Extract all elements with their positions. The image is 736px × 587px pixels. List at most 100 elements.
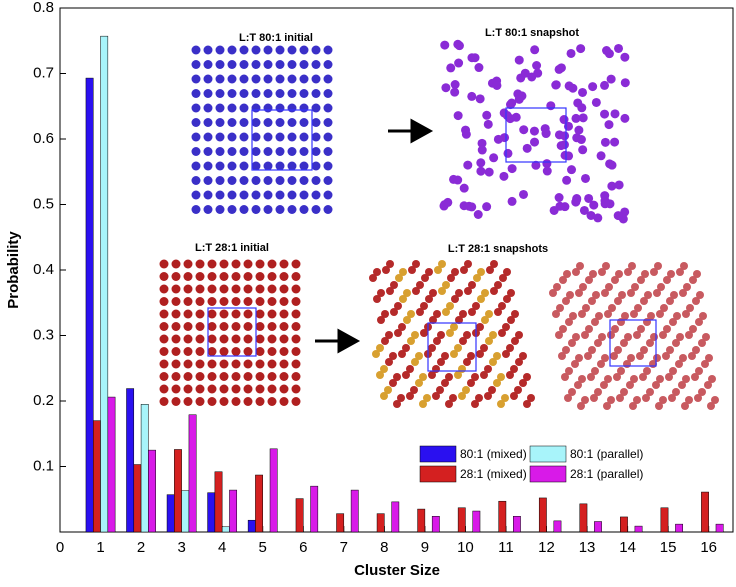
bar xyxy=(85,77,94,533)
molecule xyxy=(634,304,642,312)
molecule xyxy=(450,323,458,331)
molecule xyxy=(299,176,309,185)
molecule xyxy=(480,344,488,352)
molecule xyxy=(476,166,486,176)
x-tick-label: 16 xyxy=(700,539,717,556)
molecule xyxy=(560,150,570,160)
molecule xyxy=(311,147,321,156)
molecule xyxy=(672,339,680,347)
molecule xyxy=(373,295,381,303)
molecule xyxy=(385,358,393,366)
molecule xyxy=(243,397,253,406)
bar xyxy=(513,516,521,533)
molecule xyxy=(499,171,509,181)
molecule xyxy=(159,272,169,281)
molecule xyxy=(267,322,277,331)
molecule xyxy=(560,131,570,141)
molecule xyxy=(239,161,249,171)
molecule xyxy=(420,302,428,310)
bar xyxy=(350,489,359,533)
molecule xyxy=(425,268,433,276)
molecule xyxy=(275,147,285,156)
molecule xyxy=(203,118,213,127)
molecule xyxy=(604,375,612,383)
molecule xyxy=(630,310,638,318)
x-tick-label: 9 xyxy=(421,539,429,556)
molecule xyxy=(464,287,472,295)
molecule xyxy=(657,283,665,291)
molecule xyxy=(219,297,229,306)
molecule xyxy=(263,190,273,200)
molecule xyxy=(704,381,712,389)
molecule xyxy=(672,388,680,396)
molecule xyxy=(311,190,321,200)
molecule xyxy=(581,331,589,339)
molecule xyxy=(497,373,505,381)
arrow xyxy=(388,118,434,144)
molecule xyxy=(564,394,572,402)
molecule xyxy=(467,352,475,360)
molecule xyxy=(207,347,217,356)
molecule xyxy=(666,346,674,354)
bar xyxy=(107,396,116,533)
y-tick-label: 0.5 xyxy=(33,195,54,212)
molecule xyxy=(494,281,502,289)
molecule xyxy=(183,272,193,281)
y-axis-label: Probability xyxy=(5,231,22,309)
molecule xyxy=(561,373,569,381)
molecule xyxy=(481,289,489,297)
molecule xyxy=(610,137,620,147)
molecule xyxy=(231,284,241,294)
molecule xyxy=(171,372,181,381)
molecule xyxy=(275,74,285,84)
bar xyxy=(472,510,481,533)
molecule xyxy=(251,161,261,171)
molecule xyxy=(195,297,205,306)
molecule xyxy=(291,372,301,381)
bar xyxy=(634,525,643,533)
molecule xyxy=(572,195,582,205)
molecule xyxy=(679,354,687,362)
molecule xyxy=(438,287,446,295)
molecule xyxy=(605,159,615,169)
molecule xyxy=(471,373,479,381)
molecule xyxy=(437,358,445,366)
molecule xyxy=(459,201,469,211)
molecule xyxy=(263,205,273,214)
molecule xyxy=(311,60,321,69)
molecule xyxy=(239,118,249,127)
molecule xyxy=(251,74,261,84)
molecule xyxy=(577,103,587,113)
molecule xyxy=(549,205,559,215)
molecule xyxy=(398,350,406,358)
molecule xyxy=(183,284,193,294)
molecule xyxy=(530,137,540,147)
molecule xyxy=(484,392,492,400)
x-tick-label: 8 xyxy=(380,539,388,556)
molecule xyxy=(676,268,684,276)
y-tick-label: 0.2 xyxy=(33,392,54,409)
molecule xyxy=(605,283,613,291)
molecule xyxy=(231,359,241,369)
molecule xyxy=(287,45,297,55)
molecule xyxy=(402,344,410,352)
molecule xyxy=(287,103,297,113)
molecule xyxy=(402,371,410,379)
molecule xyxy=(675,360,683,368)
legend-swatch xyxy=(529,445,567,463)
molecule xyxy=(492,80,502,90)
molecule xyxy=(380,365,388,373)
molecule xyxy=(503,295,511,303)
molecule xyxy=(482,202,492,212)
molecule xyxy=(299,147,309,156)
molecule xyxy=(267,297,277,306)
molecule xyxy=(279,322,289,331)
molecule xyxy=(311,103,321,113)
molecule xyxy=(630,375,638,383)
molecule xyxy=(323,45,333,55)
molecule xyxy=(641,270,649,278)
molecule xyxy=(483,119,493,129)
molecule xyxy=(384,386,392,394)
molecule xyxy=(215,89,225,98)
molecule xyxy=(203,89,213,98)
